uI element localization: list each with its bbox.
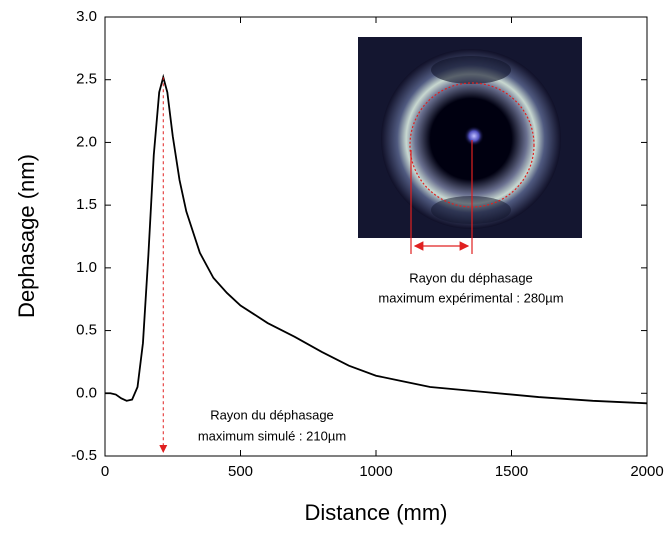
- y-tick-label: 2.5: [76, 71, 97, 88]
- x-tick-label: 0: [101, 463, 109, 480]
- y-tick-label: 1.5: [76, 196, 97, 213]
- y-tick-label: 1.0: [76, 259, 97, 276]
- x-tick-label: 1000: [359, 463, 392, 480]
- y-tick-label: 2.0: [76, 133, 97, 150]
- x-tick-label: 2000: [630, 463, 663, 480]
- x-tick-label: 1500: [495, 463, 528, 480]
- inset-image: [358, 37, 582, 254]
- y-tick-label: 0.5: [76, 322, 97, 339]
- line-series: [105, 73, 648, 405]
- x-tick-label: 500: [228, 463, 253, 480]
- y-tick-label: -0.5: [71, 447, 97, 464]
- annotation: Rayon du déphasage: [409, 270, 533, 285]
- y-axis-label: Dephasage (nm): [14, 154, 39, 318]
- y-tick-label: 0.0: [76, 384, 97, 401]
- annotation: maximum expérimental : 280µm: [378, 290, 563, 305]
- y-tick-label: 3.0: [76, 8, 97, 25]
- annotation: maximum simulé : 210µm: [198, 428, 346, 443]
- x-axis-label: Distance (mm): [304, 500, 447, 525]
- annotation: Rayon du déphasage: [210, 407, 334, 422]
